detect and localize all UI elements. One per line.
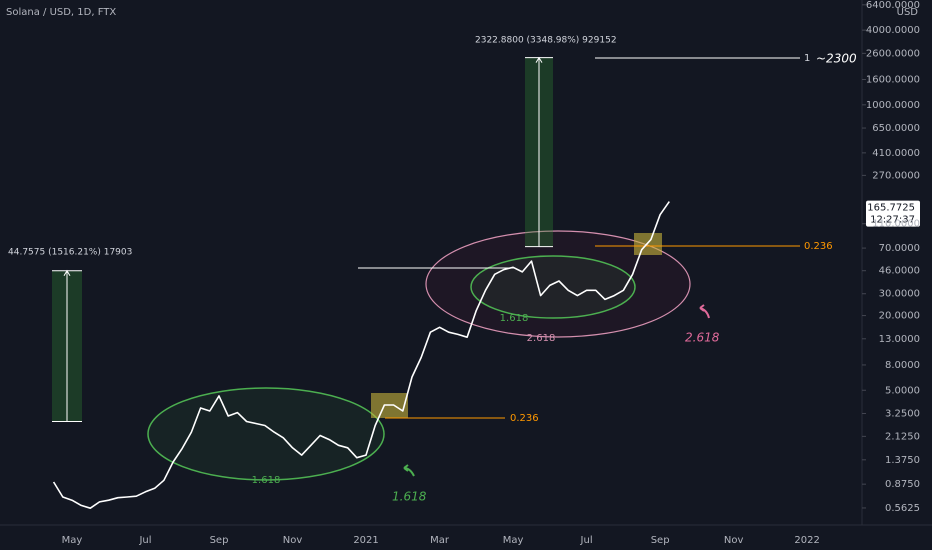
y-tick-label: 2.1250 (885, 431, 920, 442)
x-tick-label: 2022 (794, 535, 819, 546)
measure-arrow (535, 56, 543, 247)
x-tick-label: Mar (430, 535, 450, 546)
x-tick-label: Nov (724, 535, 744, 546)
y-tick-label: 270.0000 (872, 170, 920, 181)
ellipse-3 (425, 230, 691, 338)
ellipse-3-label: 2.618 (527, 333, 556, 344)
zone-2 (634, 233, 662, 255)
y-tick-label: 2600.0000 (866, 48, 920, 59)
price-line (52, 201, 670, 509)
y-tick-label: 1600.0000 (866, 75, 920, 86)
y-tick-label: 410.0000 (872, 148, 920, 159)
x-tick-label: Nov (283, 535, 303, 546)
currency-label: USD (897, 7, 919, 18)
y-tick-label: 650.0000 (872, 123, 920, 134)
y-tick-label: 3.2500 (885, 408, 920, 419)
fib-label-1: 0.236 (510, 413, 539, 424)
arrow-1 (403, 464, 415, 477)
y-tick-label: 1000.0000 (866, 100, 920, 111)
x-tick-label: Jul (138, 535, 151, 546)
y-tick-label: 46.0000 (879, 266, 920, 277)
y-tick-label: 5.0000 (885, 385, 920, 396)
y-tick-label: 4000.0000 (866, 25, 920, 36)
x-tick-label: May (503, 535, 524, 546)
measure-label-2: 2322.8800 (3348.98%) 929152 (475, 36, 617, 46)
countdown: 12:27:37 (870, 215, 915, 226)
arrow-2-label: 2.618 (685, 331, 720, 345)
y-tick-label: 110.0000 (872, 219, 920, 230)
target-label: ~2300 (816, 52, 857, 66)
fib-label-2: 0.236 (804, 241, 833, 252)
arrow-1-label: 1.618 (392, 490, 427, 504)
last-price-label: 165.7725 (867, 203, 915, 214)
y-tick-label: 13.0000 (879, 334, 920, 345)
last-price-tag (866, 200, 920, 227)
x-tick-label: Sep (210, 535, 229, 546)
target-level-label: 1 (804, 53, 810, 64)
x-tick-label: Jul (580, 535, 593, 546)
y-tick-label: 1.3750 (885, 455, 920, 466)
y-tick-label: 20.0000 (879, 311, 920, 322)
arrow-2 (699, 304, 710, 319)
x-tick-label: May (62, 535, 83, 546)
y-tick-label: 30.0000 (879, 289, 920, 300)
chart-title: Solana / USD, 1D, FTX (6, 7, 116, 18)
measure-arrow (63, 269, 71, 422)
ellipse-1-label: 1.618 (252, 475, 281, 486)
ellipse-1 (147, 387, 385, 481)
y-tick-label: 8.0000 (885, 360, 920, 371)
y-tick-label: 0.8750 (885, 479, 920, 490)
x-tick-label: 2021 (353, 535, 378, 546)
measure-label-1: 44.7575 (1516.21%) 17903 (8, 248, 132, 258)
x-tick-label: Sep (651, 535, 670, 546)
y-tick-label: 6400.0000 (866, 0, 920, 11)
ellipse-2 (470, 255, 636, 319)
y-tick-label: 0.5625 (885, 503, 920, 514)
ellipse-2-label: 1.618 (500, 313, 529, 324)
y-tick-label: 70.0000 (879, 243, 920, 254)
